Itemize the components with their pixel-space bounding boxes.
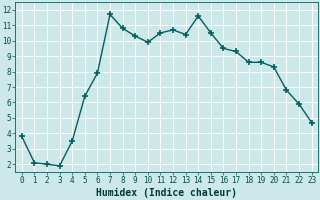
X-axis label: Humidex (Indice chaleur): Humidex (Indice chaleur): [96, 188, 237, 198]
